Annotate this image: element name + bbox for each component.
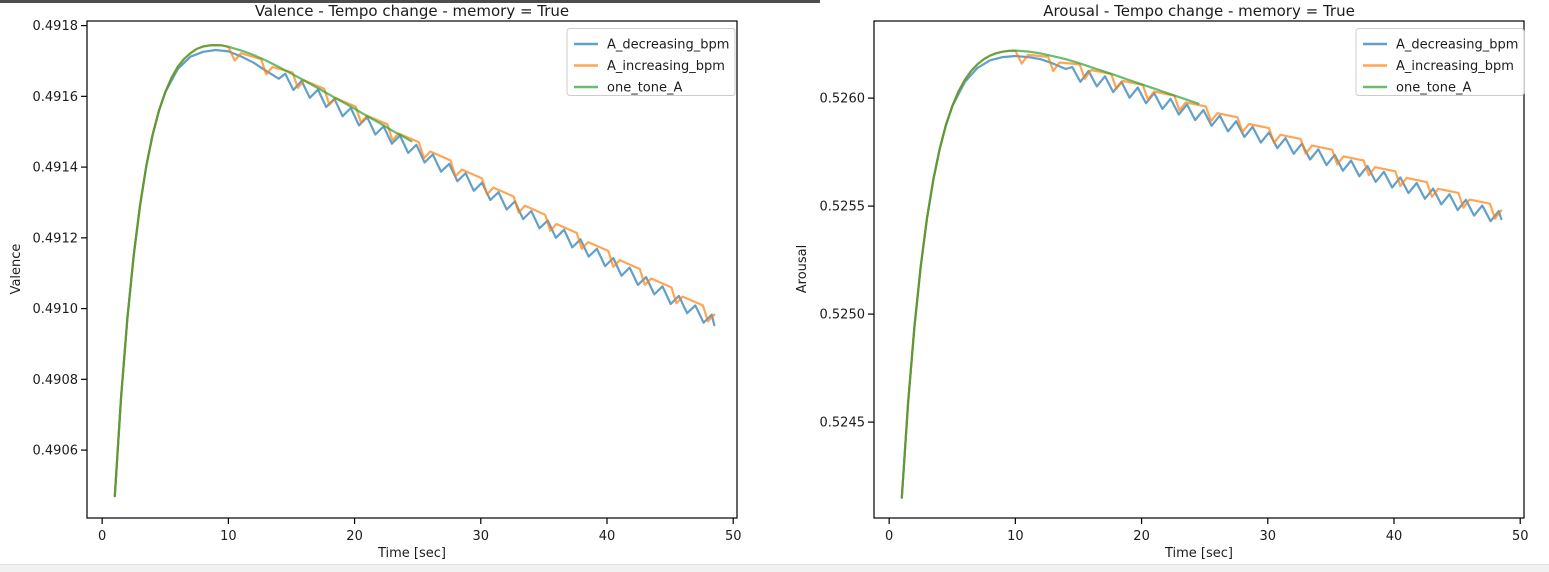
y-tick-label: 0.4914 (33, 161, 79, 176)
y-tick-label: 0.4912 (33, 231, 79, 246)
y-tick-label: 0.5250 (820, 308, 866, 323)
x-tick-label: 40 (599, 529, 616, 544)
legend: A_decreasing_bpm A_increasing_bpm one_to… (566, 28, 736, 96)
axes-spines (86, 20, 738, 519)
arousal-chart: Arousal - Tempo change - memory = True T… (795, 2, 1528, 561)
valence-chart: Valence - Tempo change - memory = True T… (9, 2, 741, 561)
plot-area: 0 10 20 30 40 50 0.5245 0.5250 0.5255 0.5260 (820, 20, 1529, 544)
legend-label-one-tone: one_tone_A (607, 81, 682, 96)
bottom-edge-band (0, 564, 1549, 572)
top-border-artifact (0, 0, 820, 3)
legend-label-increasing: A_increasing_bpm (607, 59, 725, 74)
x-tick-label: 30 (1260, 529, 1277, 544)
x-tick-label: 0 (98, 529, 106, 544)
x-tick-label: 20 (346, 529, 363, 544)
x-tick-label: 50 (1512, 529, 1529, 544)
y-tick-label: 0.4908 (33, 373, 79, 388)
x-tick-label: 10 (1007, 529, 1024, 544)
y-tick-label: 0.5255 (820, 200, 866, 215)
series-line-A_decreasing_bpm (113, 48, 716, 498)
x-tick-label: 50 (725, 529, 742, 544)
legend-label-decreasing: A_decreasing_bpm (607, 38, 729, 53)
x-tick-label: 10 (220, 529, 237, 544)
series-line-A_decreasing_bpm (900, 54, 1503, 499)
chart-title: Arousal - Tempo change - memory = True (1043, 2, 1355, 20)
x-axis-label: Time [sec] (1164, 546, 1233, 561)
y-tick-label: 0.4918 (33, 19, 79, 34)
series-line-one_tone_A (113, 43, 413, 498)
x-tick-label: 30 (473, 529, 490, 544)
x-tick-label: 0 (885, 529, 893, 544)
legend-box (1355, 28, 1525, 96)
legend-label-increasing: A_increasing_bpm (1396, 59, 1514, 74)
x-tick-label: 40 (1386, 529, 1403, 544)
x-axis-label: Time [sec] (377, 546, 446, 561)
plot-area: 0 10 20 30 40 50 0.4906 0.4908 0.4910 0.4912 0.491… (33, 19, 742, 544)
y-tick-label: 0.4910 (33, 302, 79, 317)
axes-spines (873, 20, 1525, 519)
y-tick-label: 0.5260 (820, 92, 866, 107)
legend-label-decreasing: A_decreasing_bpm (1396, 38, 1518, 53)
legend-label-one-tone: one_tone_A (1396, 81, 1471, 96)
y-axis-label: Valence (9, 244, 24, 295)
chart-title: Valence - Tempo change - memory = True (255, 2, 569, 20)
y-tick-label: 0.4916 (33, 90, 79, 105)
legend: A_decreasing_bpm A_increasing_bpm one_to… (1355, 28, 1525, 96)
y-tick-label: 0.4906 (33, 444, 79, 459)
y-tick-label: 0.5245 (820, 416, 866, 431)
series-line-one_tone_A (900, 49, 1200, 499)
x-tick-label: 20 (1133, 529, 1150, 544)
legend-box (566, 28, 736, 96)
y-axis-label: Arousal (795, 245, 810, 294)
